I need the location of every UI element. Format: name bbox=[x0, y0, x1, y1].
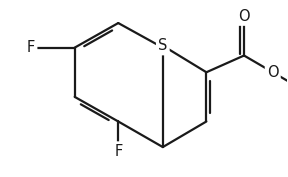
Text: S: S bbox=[158, 38, 168, 53]
Text: O: O bbox=[267, 65, 278, 80]
Text: F: F bbox=[114, 144, 122, 158]
Text: O: O bbox=[238, 9, 250, 24]
Text: F: F bbox=[27, 40, 35, 55]
